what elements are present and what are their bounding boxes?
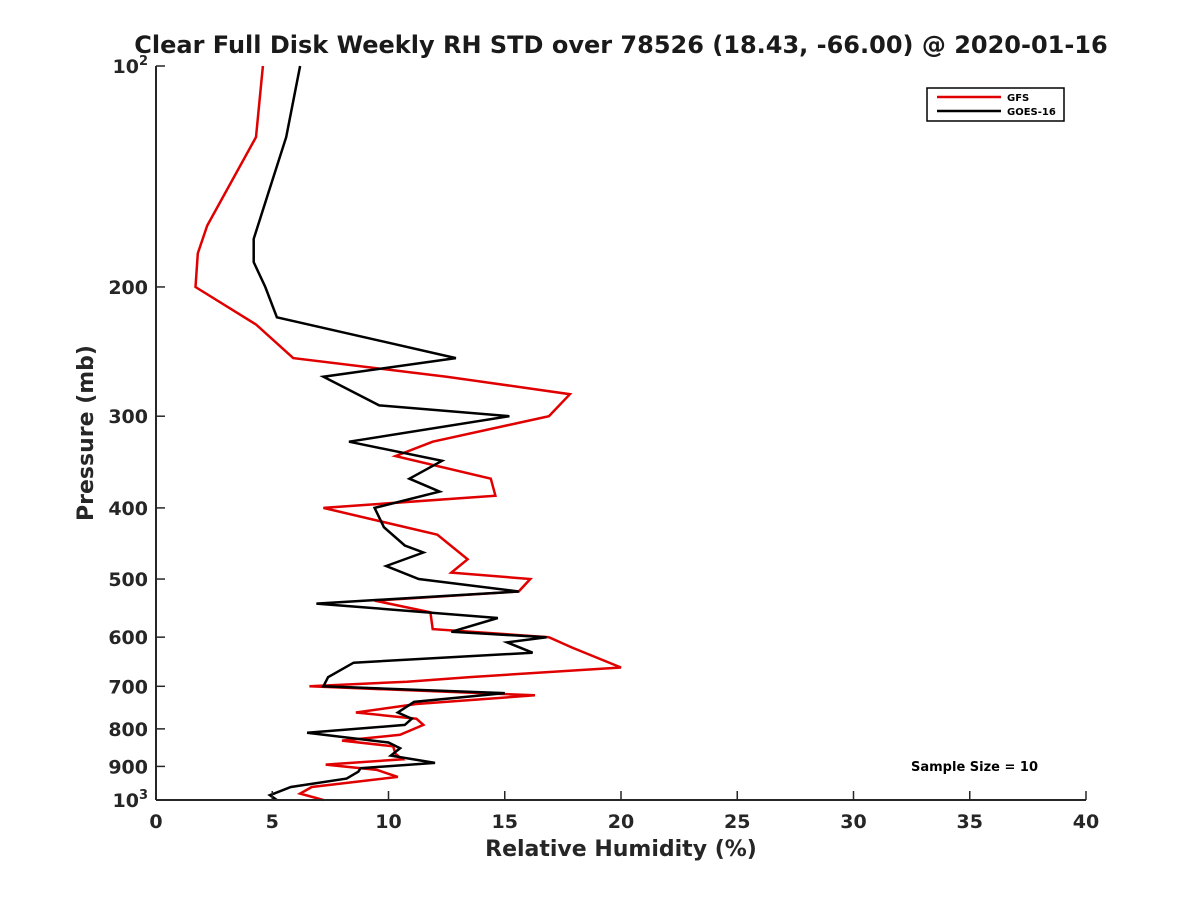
y-tick-base: 10 <box>113 790 139 812</box>
x-tick-label: 5 <box>266 811 279 833</box>
x-tick-label: 0 <box>149 811 162 833</box>
y-tick-exponent: 2 <box>139 54 148 69</box>
y-tick-base: 800 <box>108 719 148 741</box>
y-tick-base: 500 <box>108 569 148 591</box>
x-tick-label: 35 <box>957 811 983 833</box>
x-tick-label: 15 <box>492 811 518 833</box>
x-axis-label: Relative Humidity (%) <box>485 837 757 862</box>
y-tick-exponent: 3 <box>139 788 148 803</box>
y-tick-label: 700 <box>108 676 148 698</box>
y-tick-label: 400 <box>108 498 148 520</box>
legend-label-gfs: GFS <box>1007 93 1029 104</box>
legend-label-goes16: GOES-16 <box>1007 107 1056 118</box>
y-tick-label: 800 <box>108 719 148 741</box>
y-tick-base: 400 <box>108 498 148 520</box>
y-tick-label: 102 <box>113 54 149 78</box>
y-tick-base: 700 <box>108 676 148 698</box>
y-tick-base: 900 <box>108 756 148 778</box>
y-tick-label: 500 <box>108 569 148 591</box>
y-tick-base: 300 <box>108 406 148 428</box>
y-tick-base: 10 <box>113 56 139 78</box>
legend: GFS GOES-16 <box>926 87 1065 122</box>
y-tick-label: 103 <box>113 788 149 812</box>
legend-box <box>926 87 1065 122</box>
x-tick-label: 20 <box>608 811 634 833</box>
sample-size-annotation: Sample Size = 10 <box>911 760 1038 775</box>
y-tick-base: 600 <box>108 627 148 649</box>
x-tick-label: 25 <box>724 811 750 833</box>
series-line-goes16 <box>252 65 547 802</box>
series-layer <box>194 65 622 802</box>
y-axis-label: Pressure (mb) <box>74 345 99 521</box>
y-tick-base: 200 <box>108 277 148 299</box>
x-tick-label: 10 <box>375 811 401 833</box>
x-tick-label: 40 <box>1073 811 1099 833</box>
y-tick-label: 300 <box>108 406 148 428</box>
x-tick-label: 30 <box>840 811 866 833</box>
plot-area: 0 5 10 15 20 25 30 35 40 10220030040050060070080… <box>108 54 1099 833</box>
y-tick-label: 600 <box>108 627 148 649</box>
chart-title: Clear Full Disk Weekly RH STD over 78526… <box>134 31 1107 59</box>
y-tick-label: 200 <box>108 277 148 299</box>
y-tick-label: 900 <box>108 756 148 778</box>
x-ticks: 0 5 10 15 20 25 30 35 40 <box>149 791 1099 833</box>
